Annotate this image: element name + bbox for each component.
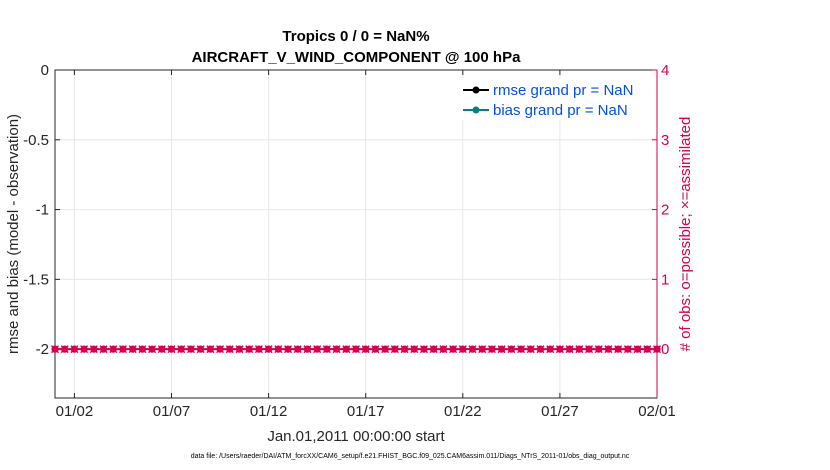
y-tick-label-left: -1 [36, 202, 49, 219]
obs-assimilated-marker [497, 345, 506, 354]
obs-assimilated-marker [51, 345, 59, 354]
chart-subtitle: AIRCRAFT_V_WIND_COMPONENT @ 100 hPa [192, 49, 522, 66]
legend-label-rmse: rmse grand pr = NaN [493, 82, 633, 99]
y-tick-label-left: -0.5 [23, 132, 49, 149]
obs-assimilated-marker [478, 345, 487, 354]
obs-assimilated-marker [284, 345, 293, 354]
obs-assimilated-marker [381, 345, 390, 354]
y-axis-label-left: rmse and bias (model - observation) [5, 114, 22, 354]
obs-assimilated-marker [206, 345, 215, 354]
legend-marker-bias [472, 106, 480, 114]
obs-assimilated-marker [575, 345, 584, 354]
obs-assimilated-marker [614, 345, 623, 354]
y-tick-label-right: 0 [661, 341, 669, 358]
obs-assimilated-marker [439, 345, 448, 354]
obs-assimilated-marker [526, 345, 535, 354]
data-file-footer: data file: /Users/raeder/DAI/ATM_forcXX/… [191, 453, 630, 460]
obs-assimilated-marker [352, 345, 360, 354]
y-tick-label-left: -2 [36, 341, 49, 358]
obs-assimilated-marker [546, 345, 555, 354]
obs-assimilated-marker [235, 345, 244, 354]
legend-background [462, 78, 652, 120]
obs-assimilated-marker [99, 345, 108, 354]
obs-assimilated-marker [89, 345, 98, 354]
y-tick-label-left: -1.5 [23, 271, 49, 288]
obs-assimilated-marker [468, 345, 477, 354]
obs-assimilated-marker [342, 345, 351, 354]
obs-assimilated-marker [487, 345, 496, 354]
y-tick-label-right: 3 [661, 132, 669, 149]
obs-assimilated-marker [536, 345, 545, 354]
obs-assimilated-marker [653, 345, 661, 354]
x-tick-label: 01/07 [153, 403, 191, 420]
obs-assimilated-marker [449, 345, 458, 354]
obs-assimilated-marker [177, 345, 186, 354]
x-tick-label: 01/12 [250, 403, 288, 420]
y-tick-label-right: 4 [661, 62, 669, 79]
obs-assimilated-marker [293, 345, 302, 354]
obs-assimilated-marker [429, 345, 438, 354]
x-tick-label: 01/17 [347, 403, 385, 420]
obs-assimilated-marker [80, 345, 89, 354]
obs-assimilated-marker [157, 345, 166, 354]
obs-assimilated-marker [507, 345, 516, 354]
obs-assimilated-marker [303, 345, 312, 354]
obs-assimilated-marker [585, 345, 594, 354]
obs-assimilated-marker [109, 345, 118, 354]
data-series [51, 345, 661, 354]
y-axis-label-right: # of obs: o=possible; ×=assimilated [677, 117, 694, 352]
legend-item-bias: bias grand pr = NaN [463, 102, 628, 119]
obs-assimilated-marker [186, 345, 195, 354]
obs-assimilated-marker [118, 345, 127, 354]
legend-label-bias: bias grand pr = NaN [493, 102, 628, 119]
x-tick-label: 01/27 [541, 403, 579, 420]
y-tick-label-right: 2 [661, 202, 669, 219]
obs-assimilated-marker [410, 345, 419, 354]
obs-assimilated-marker [390, 345, 399, 354]
obs-assimilated-marker [371, 345, 380, 354]
obs-assimilated-marker [517, 345, 526, 354]
obs-assimilated-marker [254, 345, 263, 354]
axes: 01/02 01/07 01/12 01/17 01/22 01/27 02/01 0 -0.5… [23, 62, 676, 420]
obs-assimilated-marker [322, 345, 331, 354]
obs-assimilated-marker [633, 345, 642, 354]
obs-assimilated-marker [225, 345, 234, 354]
legend: rmse grand pr = NaN bias grand pr = NaN [462, 78, 652, 120]
y-tick-label-right: 1 [661, 271, 669, 288]
legend-marker-rmse [472, 86, 480, 94]
obs-assimilated-marker [167, 345, 176, 354]
obs-assimilated-marker [400, 345, 409, 354]
obs-assimilated-marker [332, 345, 341, 354]
obs-assimilated-marker [138, 345, 147, 354]
obs-assimilated-marker [148, 345, 157, 354]
obs-assimilated-marker [458, 345, 467, 354]
chart-title: Tropics 0 / 0 = NaN% [282, 28, 429, 45]
x-tick-label: 01/02 [56, 403, 94, 420]
legend-item-rmse: rmse grand pr = NaN [463, 82, 633, 99]
obs-assimilated-marker [216, 345, 225, 354]
obs-assimilated-marker [128, 345, 137, 354]
obs-assimilated-marker [623, 345, 632, 354]
obs-assimilated-marker [245, 345, 254, 354]
obs-assimilated-marker [643, 345, 652, 354]
x-tick-label: 01/22 [444, 403, 482, 420]
x-tick-label: 02/01 [638, 403, 676, 420]
obs-assimilated-marker [264, 345, 273, 354]
y-tick-label-left: 0 [41, 62, 49, 79]
obs-assimilated-marker [565, 345, 574, 354]
obs-assimilated-marker [274, 345, 283, 354]
obs-assimilated-marker [196, 345, 205, 354]
obs-assimilated-marker [555, 345, 564, 354]
obs-assimilated-marker [313, 345, 322, 354]
obs-assimilated-marker [70, 345, 79, 354]
obs-assimilated-marker [419, 345, 428, 354]
obs-assimilated-marker [60, 345, 69, 354]
x-axis-label: Jan.01,2011 00:00:00 start [267, 428, 445, 445]
obs-assimilated-marker [594, 345, 603, 354]
obs-assimilated-marker [604, 345, 613, 354]
obs-assimilated-marker [361, 345, 370, 354]
